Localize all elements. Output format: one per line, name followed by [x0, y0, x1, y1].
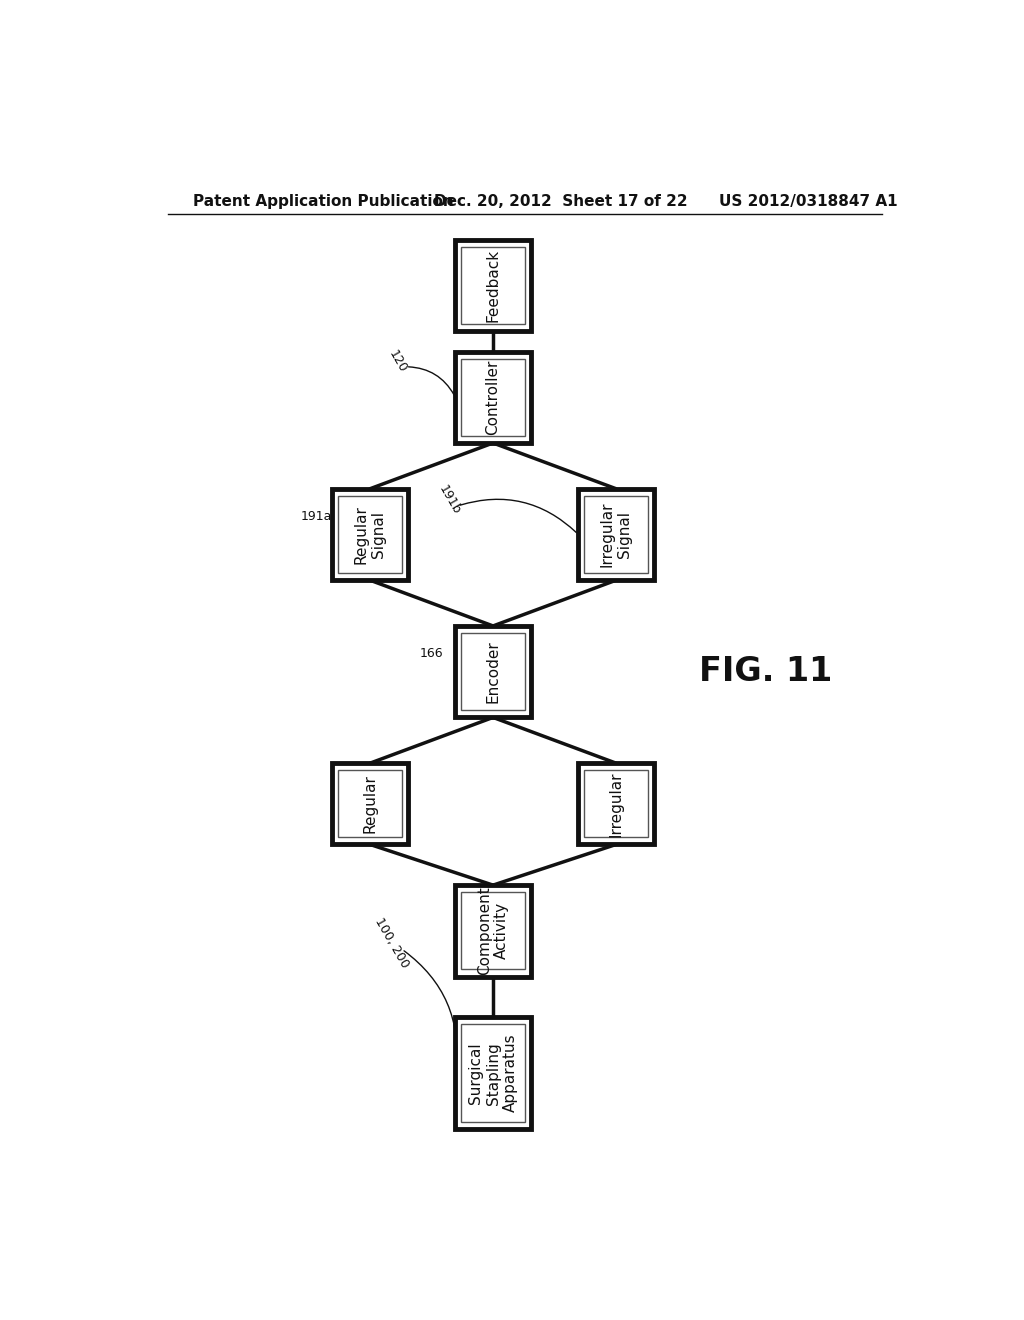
Text: US 2012/0318847 A1: US 2012/0318847 A1 [719, 194, 898, 209]
Bar [456, 1018, 530, 1129]
Text: Patent Application Publication: Patent Application Publication [194, 194, 454, 209]
Bar [461, 247, 525, 325]
Text: Regular: Regular [362, 775, 378, 833]
Bar [456, 886, 530, 977]
Text: 191a: 191a [301, 510, 333, 523]
Bar [584, 496, 648, 573]
Bar [338, 771, 402, 837]
Text: Surgical
Stapling
Apparatus: Surgical Stapling Apparatus [468, 1034, 518, 1113]
Bar [333, 488, 408, 581]
Bar [461, 892, 525, 969]
Text: Regular
Signal: Regular Signal [354, 506, 386, 564]
Text: 120: 120 [386, 348, 410, 375]
Text: Irregular: Irregular [608, 771, 624, 837]
Text: Controller: Controller [485, 359, 501, 436]
Text: Feedback: Feedback [485, 249, 501, 322]
Bar [579, 763, 653, 845]
Text: Dec. 20, 2012  Sheet 17 of 22: Dec. 20, 2012 Sheet 17 of 22 [433, 194, 687, 209]
Text: 100, 200: 100, 200 [372, 916, 411, 970]
Bar [338, 496, 402, 573]
Bar [456, 626, 530, 718]
Text: 166: 166 [420, 647, 443, 660]
Bar [461, 634, 525, 710]
Text: FIG. 11: FIG. 11 [699, 655, 833, 688]
Bar [333, 763, 408, 845]
Text: 191b: 191b [436, 483, 463, 517]
Bar [461, 1024, 525, 1122]
Text: Component
Activity: Component Activity [477, 887, 509, 975]
Bar [456, 351, 530, 444]
Bar [579, 488, 653, 581]
Bar [461, 359, 525, 436]
Text: Irregular
Signal: Irregular Signal [600, 502, 632, 568]
Bar [584, 771, 648, 837]
Bar [456, 240, 530, 331]
Text: Encoder: Encoder [485, 640, 501, 704]
